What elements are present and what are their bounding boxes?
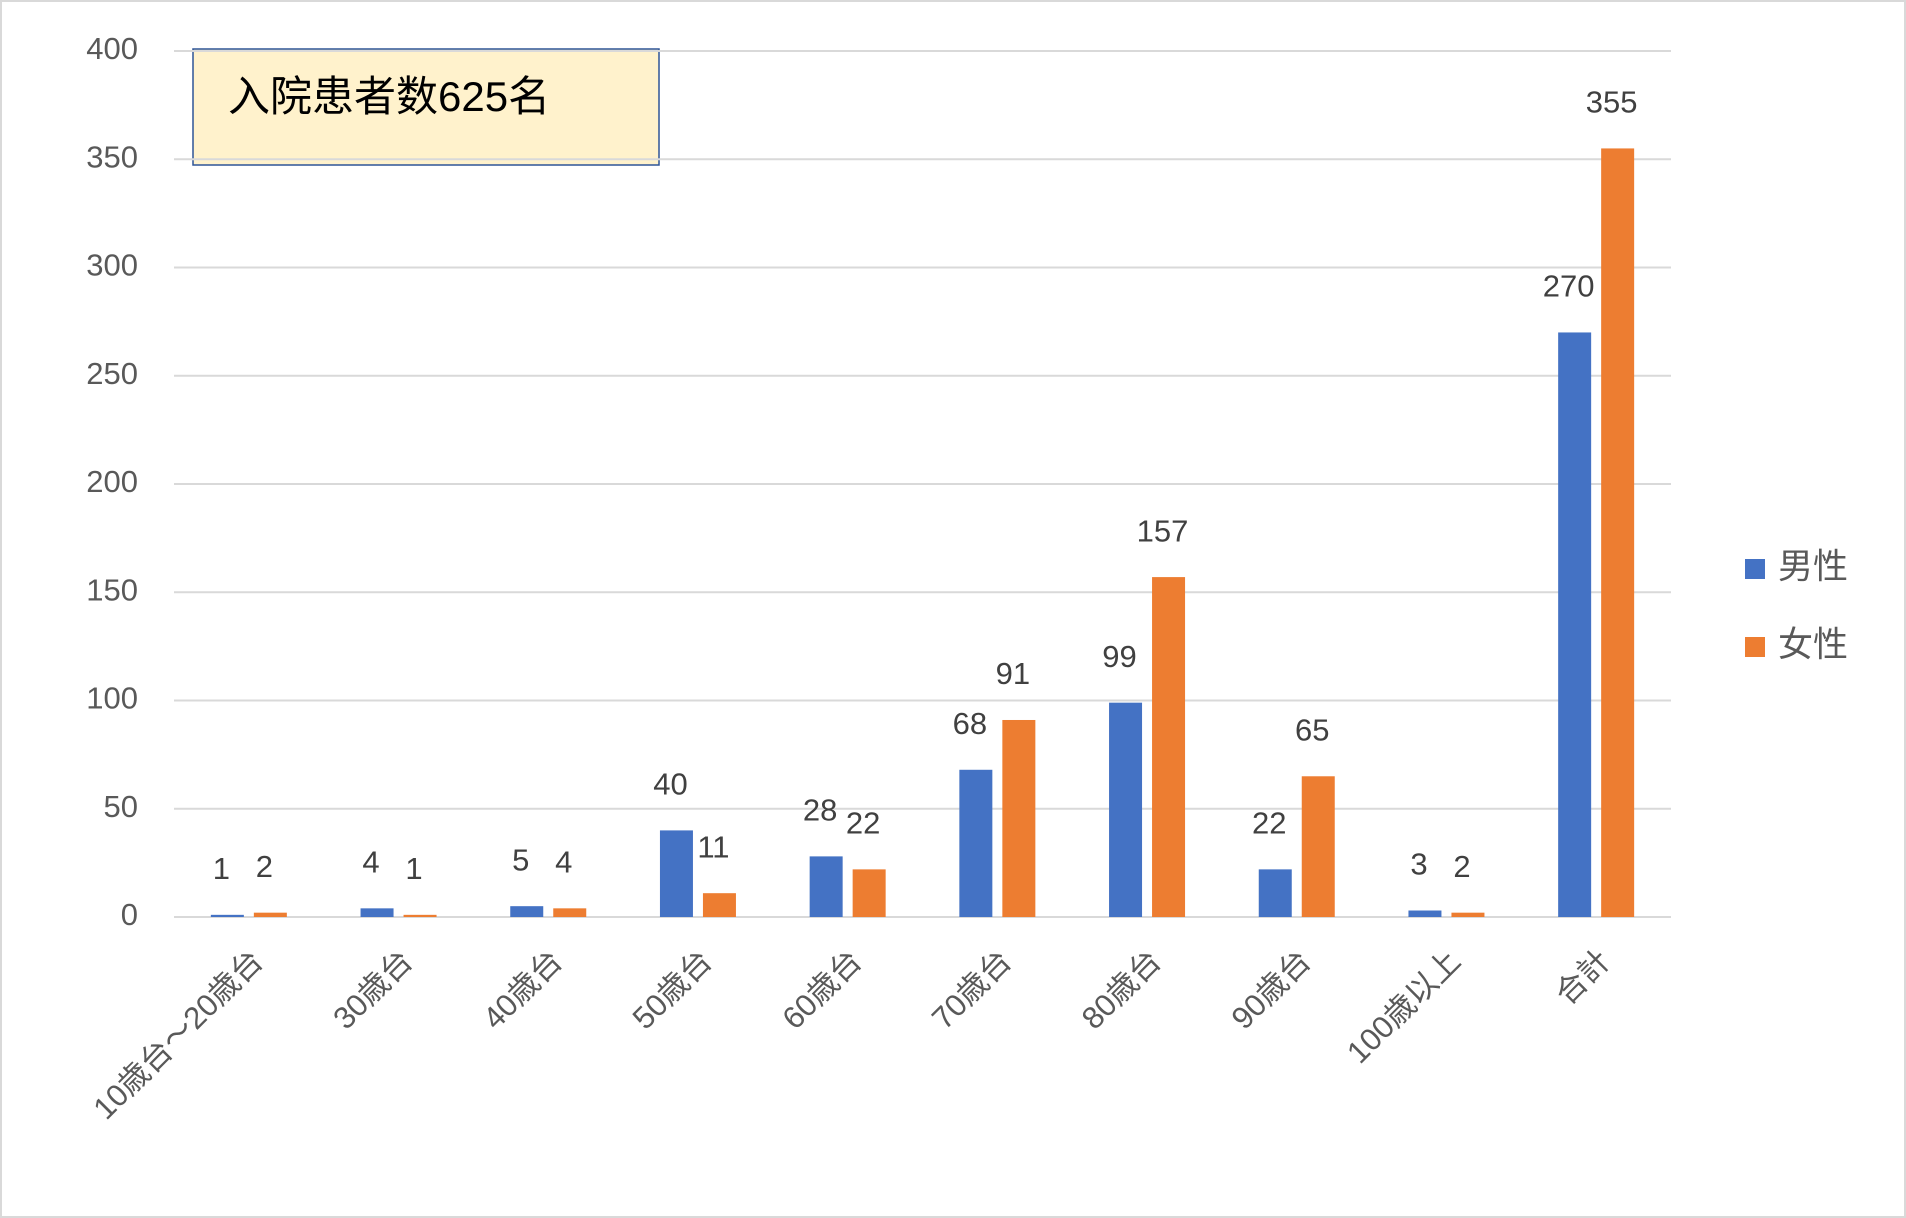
legend-swatch <box>1745 559 1765 579</box>
data-label: 28 <box>803 793 837 828</box>
data-label: 5 <box>512 842 529 877</box>
data-label: 1 <box>213 851 230 886</box>
data-label: 355 <box>1586 85 1638 120</box>
bar <box>1258 869 1292 917</box>
data-label: 3 <box>1410 847 1427 882</box>
bar <box>809 856 843 917</box>
y-tick-label: 50 <box>104 789 138 824</box>
bar <box>1002 719 1036 917</box>
bar <box>1451 912 1485 917</box>
bar <box>1408 910 1442 917</box>
bar <box>553 908 587 917</box>
bar <box>1152 577 1186 917</box>
data-label: 1 <box>405 851 422 886</box>
bar <box>1558 332 1592 917</box>
bar <box>253 912 287 917</box>
data-label: 4 <box>362 845 379 880</box>
data-label: 68 <box>953 706 987 741</box>
annotation-box <box>192 48 660 166</box>
data-label: 91 <box>996 656 1030 691</box>
bar <box>659 830 693 917</box>
data-label: 22 <box>1252 806 1286 841</box>
bar <box>1109 702 1143 917</box>
bar <box>959 769 993 917</box>
y-tick-label: 350 <box>86 139 138 174</box>
data-label: 270 <box>1543 269 1595 304</box>
data-label: 2 <box>1453 849 1470 884</box>
y-tick-label: 400 <box>86 31 138 66</box>
legend-swatch <box>1745 637 1765 657</box>
bar <box>360 908 394 917</box>
y-tick-label: 300 <box>86 248 138 283</box>
y-tick-label: 250 <box>86 356 138 391</box>
data-label: 4 <box>555 845 572 880</box>
bar <box>702 893 736 917</box>
annotation: 入院患者数625名 <box>228 73 550 120</box>
data-label: 11 <box>697 829 729 864</box>
data-label: 40 <box>653 767 687 802</box>
legend-label: 男性 <box>1778 547 1848 586</box>
y-tick-label: 200 <box>86 464 138 499</box>
bar <box>1301 776 1335 917</box>
y-tick-label: 0 <box>121 897 138 932</box>
data-label: 22 <box>846 806 880 841</box>
y-tick-label: 150 <box>86 572 138 607</box>
bar <box>510 906 544 917</box>
data-label: 157 <box>1137 513 1189 548</box>
bar <box>403 914 437 917</box>
bar <box>1601 148 1635 918</box>
data-label: 99 <box>1102 639 1136 674</box>
data-label: 65 <box>1295 712 1329 747</box>
bar <box>852 869 886 917</box>
legend-label: 女性 <box>1778 625 1848 664</box>
data-label: 2 <box>256 849 273 884</box>
bar <box>210 914 244 917</box>
y-tick-label: 100 <box>86 681 138 716</box>
